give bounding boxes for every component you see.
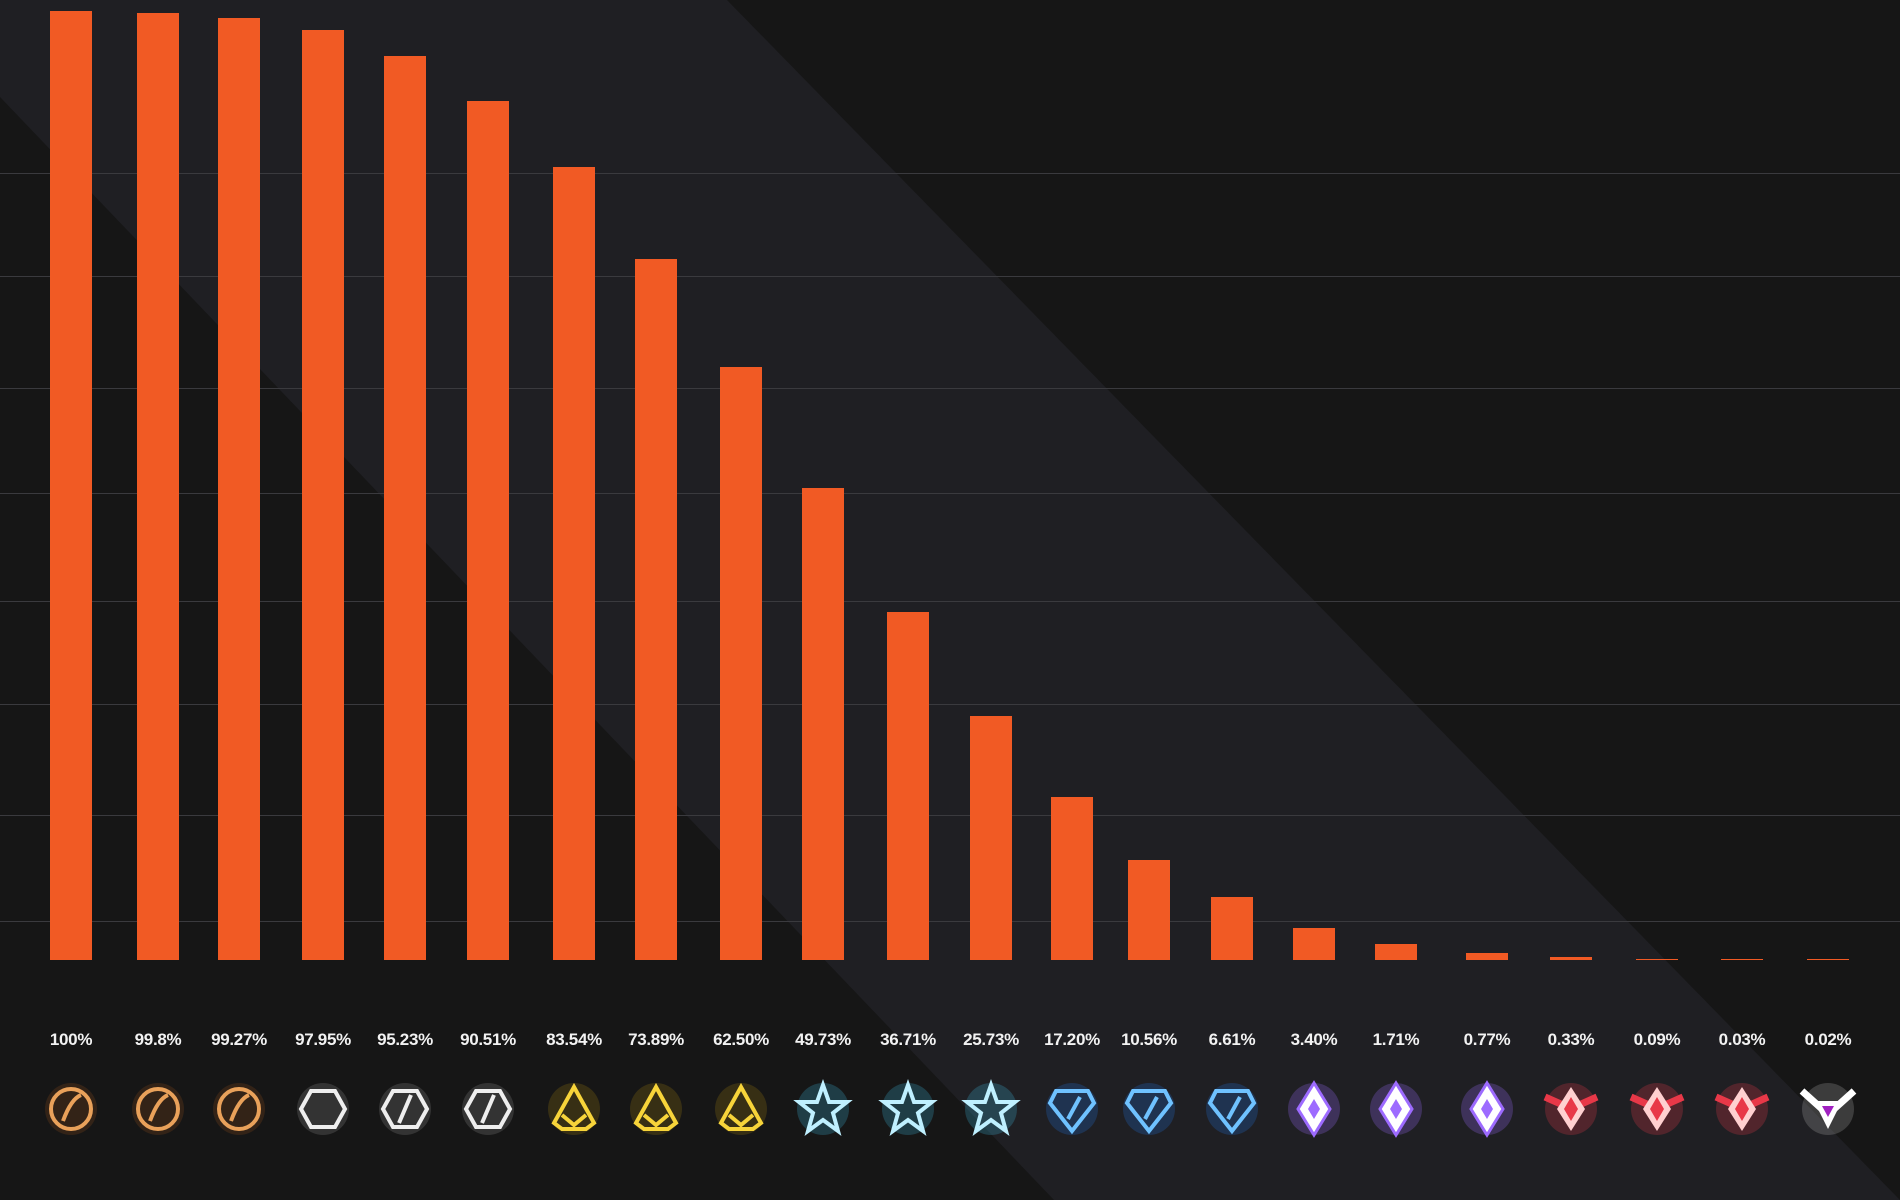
bar — [553, 167, 595, 960]
gold-2-icon — [626, 1079, 686, 1139]
diamond-1-icon — [1042, 1079, 1102, 1139]
data-label: 0.33% — [1547, 1030, 1595, 1049]
gridline — [0, 173, 1900, 174]
bar — [1293, 927, 1335, 960]
platinum-2-icon — [878, 1078, 938, 1139]
bar — [1051, 796, 1093, 960]
bar — [137, 12, 179, 960]
champion-3-icon — [1457, 1079, 1517, 1139]
gridline — [0, 704, 1900, 705]
bar — [1721, 959, 1763, 960]
bronze-1-icon — [41, 1079, 101, 1139]
bar — [970, 715, 1012, 960]
data-label: 17.20% — [1044, 1030, 1100, 1049]
gridline — [0, 276, 1900, 277]
champion-1-icon — [1284, 1079, 1344, 1139]
supersonic-legend-icon — [1798, 1079, 1858, 1139]
data-label: 36.71% — [880, 1030, 936, 1049]
grand-champion-2-icon — [1627, 1079, 1687, 1139]
data-label: 62.50% — [713, 1030, 769, 1049]
bar — [384, 56, 426, 960]
grand-champion-1-icon — [1541, 1079, 1601, 1139]
silver-1-icon — [293, 1079, 353, 1139]
platinum-1-icon — [793, 1078, 853, 1139]
data-label: 3.40% — [1290, 1030, 1338, 1049]
data-label: 97.95% — [295, 1030, 351, 1049]
data-label: 6.61% — [1208, 1030, 1256, 1049]
data-label: 83.54% — [546, 1030, 602, 1049]
bar — [1550, 956, 1592, 960]
gridline — [0, 921, 1900, 922]
grand-champion-3-icon — [1712, 1079, 1772, 1139]
silver-3-icon — [458, 1079, 518, 1139]
diamond-3-icon — [1202, 1079, 1262, 1139]
bar — [635, 258, 677, 960]
data-label: 49.73% — [795, 1030, 851, 1049]
data-label: 1.71% — [1372, 1030, 1420, 1049]
platinum-3-icon — [961, 1078, 1021, 1139]
data-label: 25.73% — [963, 1030, 1019, 1049]
bar — [302, 30, 344, 960]
data-label: 95.23% — [377, 1030, 433, 1049]
data-label: 0.09% — [1633, 1030, 1681, 1049]
bar — [887, 611, 929, 960]
gridline — [0, 493, 1900, 494]
data-label: 73.89% — [628, 1030, 684, 1049]
diamond-2-icon — [1119, 1079, 1179, 1139]
data-label: 0.77% — [1463, 1030, 1511, 1049]
bar — [50, 11, 92, 960]
bar — [802, 488, 844, 960]
bar — [1128, 859, 1170, 960]
data-label: 99.8% — [134, 1030, 182, 1049]
bar — [467, 101, 509, 960]
bar — [1211, 897, 1253, 960]
bar — [1375, 943, 1417, 960]
silver-2-icon — [375, 1079, 435, 1139]
bar — [720, 366, 762, 960]
data-label: 0.02% — [1804, 1030, 1852, 1049]
gold-3-icon — [711, 1079, 771, 1139]
bar — [218, 17, 260, 960]
bar — [1466, 952, 1508, 960]
champion-2-icon — [1366, 1079, 1426, 1139]
gold-1-icon — [544, 1079, 604, 1139]
data-label: 90.51% — [460, 1030, 516, 1049]
data-label: 10.56% — [1121, 1030, 1177, 1049]
data-label: 99.27% — [211, 1030, 267, 1049]
data-label: 100% — [49, 1030, 93, 1049]
data-label: 0.03% — [1718, 1030, 1766, 1049]
bronze-2-icon — [128, 1079, 188, 1139]
gridline — [0, 388, 1900, 389]
gridline — [0, 815, 1900, 816]
gridline — [0, 601, 1900, 602]
bar — [1807, 959, 1849, 960]
bar — [1636, 959, 1678, 960]
bronze-3-icon — [209, 1079, 269, 1139]
